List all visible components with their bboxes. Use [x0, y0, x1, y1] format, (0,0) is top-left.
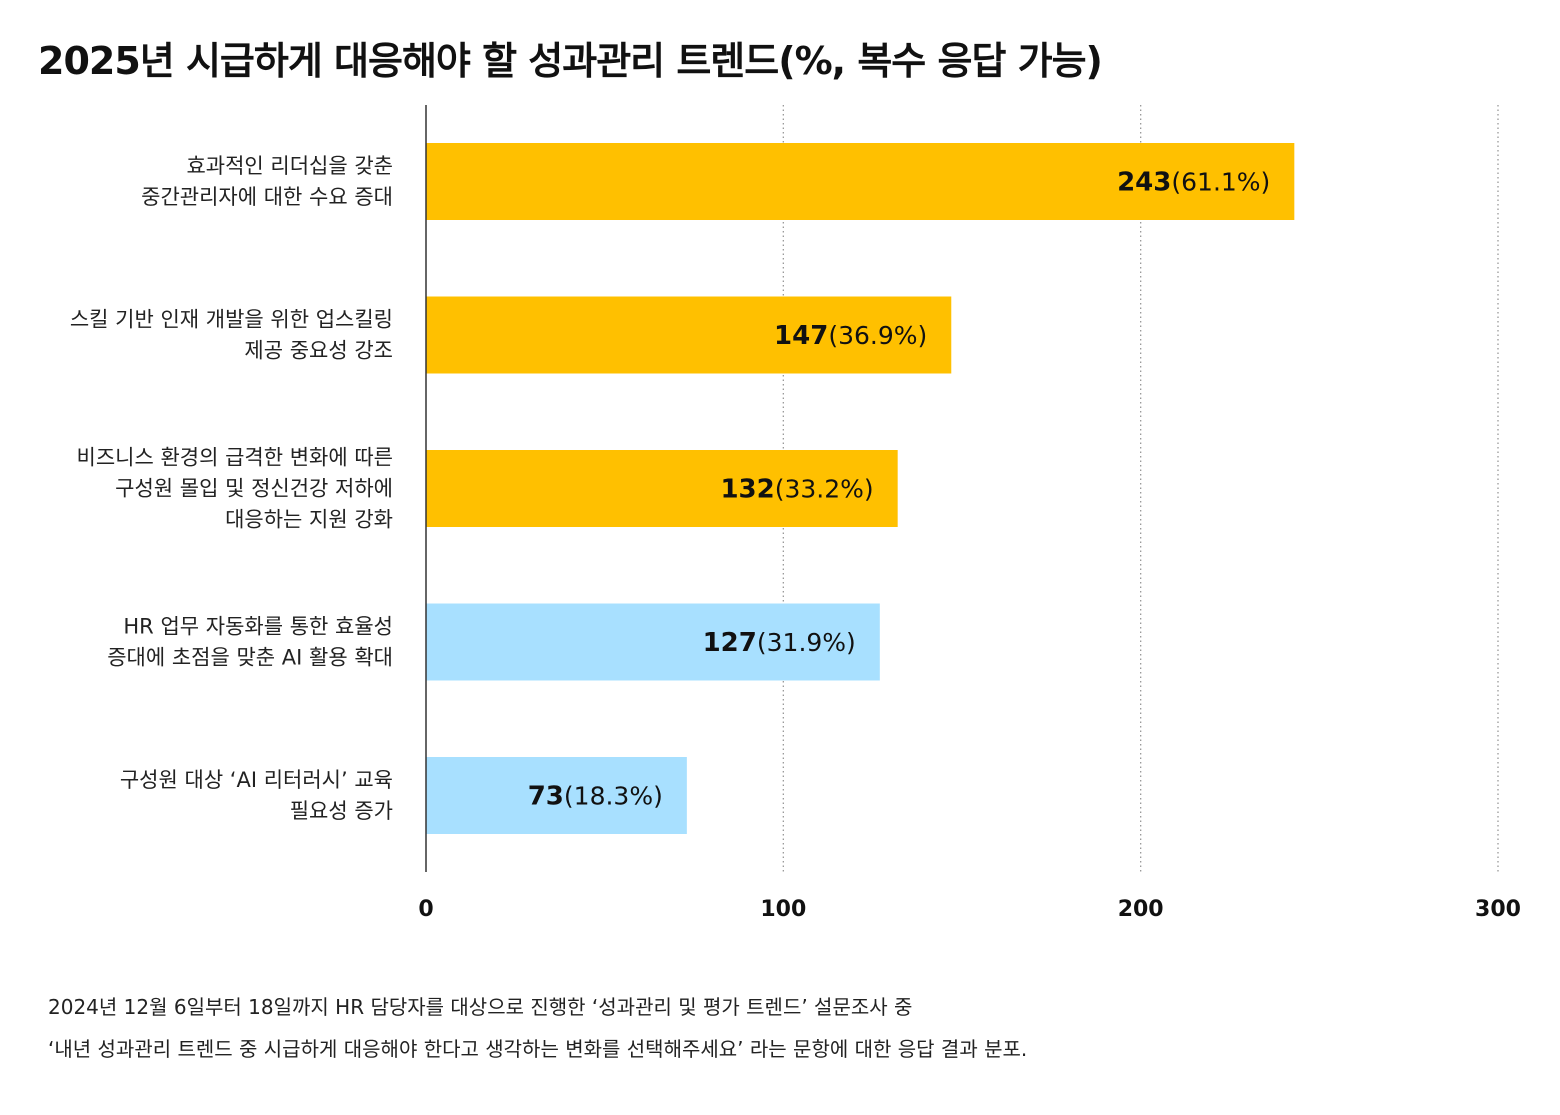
x-axis-ticks: 0 100 200 300 [418, 897, 1521, 922]
bar-5 [426, 757, 687, 834]
bar-count-4: 127 [703, 628, 757, 658]
category-label-1-line-1: 효과적인 리더십을 갖춘 [186, 154, 393, 178]
bar-count-2: 147 [774, 321, 828, 351]
category-label-3-line-2: 구성원 몰입 및 정신건강 저하에 [115, 477, 393, 501]
bar-1 [426, 143, 1295, 220]
x-tick-label-200: 200 [1118, 897, 1164, 922]
bar-percent-1: (61.1%) [1171, 168, 1270, 197]
x-tick-label-300: 300 [1475, 897, 1521, 922]
bar-value-label-2: 147(36.9%) [774, 321, 927, 351]
category-label-2-line-1: 스킬 기반 인재 개발을 위한 업스킬링 [70, 308, 393, 332]
category-label-2-line-2: 제공 중요성 강조 [244, 339, 393, 363]
footnote-line-2: ‘내년 성과관리 트렌드 중 시급하게 대응해야 한다고 생각하는 변화를 선택… [48, 1037, 1028, 1061]
category-label-1-line-2: 중간관리자에 대한 수요 증대 [141, 185, 393, 209]
category-label-5-line-1: 구성원 대상 ‘AI 리터러시’ 교육 [120, 768, 393, 792]
bar-chart: 243(61.1%) 147(36.9%) 132(33.2%) 127(31.9%)… [70, 105, 1521, 922]
bar-percent-3: (33.2%) [775, 475, 874, 504]
bar-count-1: 243 [1117, 168, 1171, 198]
bar-value-label-5: 73(18.3%) [528, 782, 663, 812]
bar-value-label-1: 243(61.1%) [1117, 168, 1270, 198]
bar-3 [426, 450, 898, 527]
bar-count-5: 73 [528, 782, 564, 812]
bar-2 [426, 296, 952, 374]
category-label-4-line-1: HR 업무 자동화를 통한 효율성 [123, 615, 393, 639]
chart-title: 2025년 시급하게 대응해야 할 성과관리 트렌드(%, 복수 응답 가능) [38, 39, 1103, 83]
x-tick-label-0: 0 [418, 897, 433, 922]
bar-value-label-4: 127(31.9%) [703, 628, 856, 658]
bar-value-label-3: 132(33.2%) [720, 475, 873, 505]
bar-count-3: 132 [720, 475, 774, 505]
category-label-5-line-2: 필요성 증가 [290, 799, 393, 823]
bars: 243(61.1%) 147(36.9%) 132(33.2%) 127(31.9%)… [426, 143, 1295, 834]
category-label-3-line-1: 비즈니스 환경의 급격한 변화에 따른 [77, 446, 394, 470]
x-tick-label-100: 100 [760, 897, 806, 922]
category-label-4-line-2: 증대에 초점을 맞춘 AI 활용 확대 [107, 646, 393, 670]
bar-percent-5: (18.3%) [564, 782, 663, 811]
footnote-line-1: 2024년 12월 6일부터 18일까지 HR 담당자를 대상으로 진행한 ‘성… [48, 995, 913, 1019]
bar-4 [426, 603, 880, 681]
bar-percent-2: (36.9%) [828, 321, 927, 350]
bar-percent-4: (31.9%) [757, 628, 856, 657]
category-label-3-line-3: 대응하는 지원 강화 [225, 508, 393, 532]
